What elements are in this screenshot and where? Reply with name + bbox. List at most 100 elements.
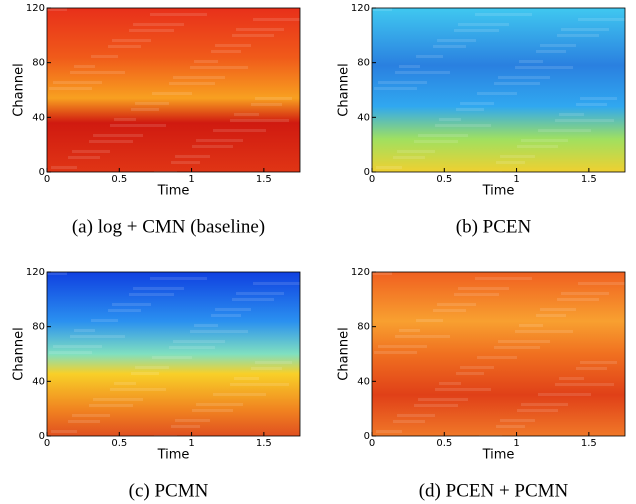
texture xyxy=(395,335,450,338)
x-tick-label: 1.5 xyxy=(581,438,597,449)
texture xyxy=(49,87,92,90)
texture xyxy=(437,303,476,306)
texture xyxy=(129,293,174,296)
texture xyxy=(376,430,402,433)
texture xyxy=(433,45,466,48)
plot-frame xyxy=(371,271,626,437)
texture xyxy=(230,119,289,122)
y-axis-label: Channel xyxy=(337,63,352,116)
texture xyxy=(399,65,420,68)
texture xyxy=(496,161,525,164)
texture xyxy=(456,372,484,375)
texture xyxy=(253,282,307,285)
texture xyxy=(171,161,200,164)
texture xyxy=(91,55,118,58)
texture xyxy=(150,277,207,280)
texture xyxy=(378,81,427,84)
texture xyxy=(74,329,95,332)
y-tick-label: 80 xyxy=(357,322,370,333)
texture xyxy=(536,50,566,53)
texture xyxy=(251,103,282,106)
x-tick-label: 0 xyxy=(369,174,375,185)
x-axis-label: Time xyxy=(482,184,515,199)
texture xyxy=(47,272,67,275)
texture xyxy=(477,356,517,359)
texture xyxy=(376,166,402,169)
texture xyxy=(110,124,166,127)
y-tick-label: 40 xyxy=(32,376,45,387)
texture xyxy=(435,388,491,391)
x-tick-label: 1.5 xyxy=(256,174,272,185)
texture xyxy=(555,119,614,122)
plot-frame xyxy=(46,271,301,437)
y-tick-label: 40 xyxy=(357,376,370,387)
texture xyxy=(515,330,573,333)
texture xyxy=(135,366,169,369)
texture xyxy=(131,372,159,375)
x-axis-label: Time xyxy=(482,448,515,463)
texture xyxy=(192,409,233,412)
texture xyxy=(72,414,110,417)
y-tick-label: 40 xyxy=(357,112,370,123)
texture xyxy=(456,108,484,111)
texture xyxy=(414,404,458,407)
texture xyxy=(521,139,568,142)
texture xyxy=(435,124,491,127)
texture xyxy=(89,404,133,407)
texture xyxy=(129,29,174,32)
texture xyxy=(131,108,159,111)
texture xyxy=(194,324,218,327)
y-tick-label: 0 xyxy=(39,167,45,178)
texture xyxy=(439,118,461,121)
x-tick-label: 0 xyxy=(369,438,375,449)
texture xyxy=(255,361,292,364)
texture xyxy=(152,92,192,95)
texture xyxy=(108,309,141,312)
texture xyxy=(397,150,435,153)
y-axis-label: Channel xyxy=(337,327,352,380)
texture xyxy=(89,140,133,143)
x-tick-label: 0.5 xyxy=(436,438,452,449)
texture xyxy=(196,139,243,142)
texture xyxy=(498,340,550,343)
caption: (c) PCMN xyxy=(129,480,209,501)
texture xyxy=(433,309,466,312)
texture xyxy=(561,292,609,295)
texture xyxy=(213,129,266,132)
texture xyxy=(500,155,535,158)
y-tick-label: 80 xyxy=(32,322,45,333)
y-tick-label: 120 xyxy=(26,3,45,14)
texture xyxy=(133,287,184,290)
x-tick-label: 0 xyxy=(44,438,50,449)
texture xyxy=(580,97,617,100)
texture xyxy=(91,319,118,322)
texture xyxy=(211,314,241,317)
y-tick-label: 120 xyxy=(26,267,45,278)
x-tick-label: 0.5 xyxy=(111,438,127,449)
spectrogram xyxy=(372,8,625,172)
y-tick-label: 120 xyxy=(351,3,370,14)
texture xyxy=(494,82,540,85)
x-tick-label: 0 xyxy=(44,174,50,185)
caption: (d) PCEN + PCMN xyxy=(419,480,569,501)
x-tick-label: 0.5 xyxy=(436,174,452,185)
texture xyxy=(475,13,532,16)
texture xyxy=(251,367,282,370)
spectrogram xyxy=(47,8,300,172)
y-tick-label: 0 xyxy=(364,431,370,442)
texture xyxy=(557,298,599,301)
texture xyxy=(416,55,443,58)
x-axis-label: Time xyxy=(157,184,190,199)
texture xyxy=(374,351,417,354)
texture xyxy=(232,34,274,37)
texture xyxy=(393,156,425,159)
x-tick-label: 1 xyxy=(188,174,194,185)
texture xyxy=(152,356,192,359)
texture xyxy=(536,314,566,317)
texture xyxy=(215,308,251,311)
y-tick-label: 40 xyxy=(32,112,45,123)
texture xyxy=(173,340,225,343)
texture xyxy=(154,171,177,174)
texture xyxy=(230,383,289,386)
texture xyxy=(399,329,420,332)
